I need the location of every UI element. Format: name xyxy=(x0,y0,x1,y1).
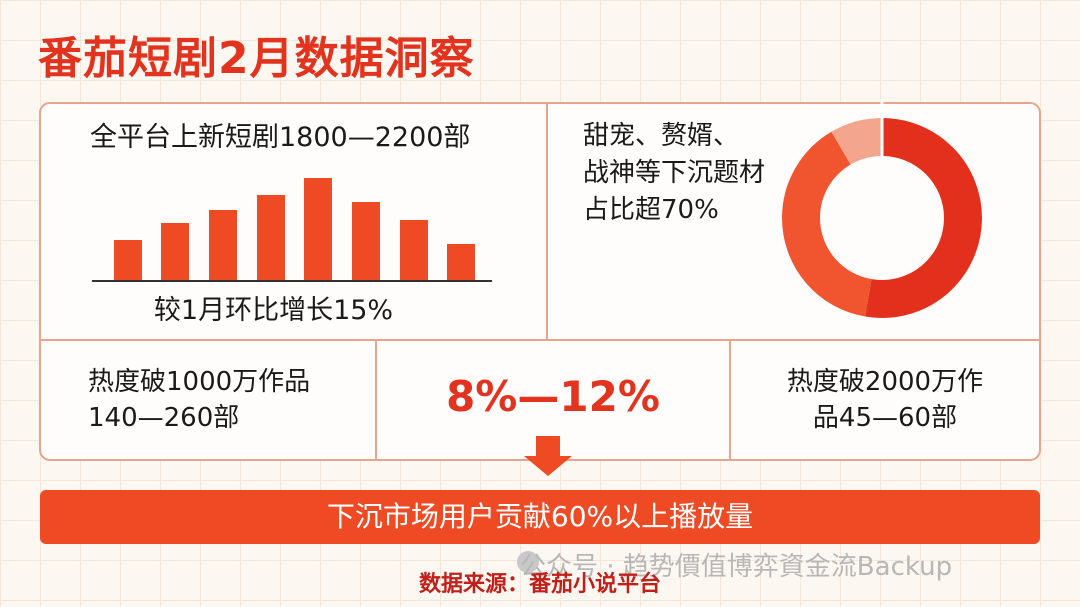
text-line: 热度破1000万作品 xyxy=(88,367,311,397)
watermark: 公众号 · 趋势價值博弈資金流Backup xyxy=(520,552,953,582)
banner-bg xyxy=(40,490,1040,544)
source: 数据来源：番茄小说平台 xyxy=(418,572,661,597)
hot-2000: 热度破2000万作 品45—60部 xyxy=(730,364,1040,436)
range: 8%—12% xyxy=(446,372,660,421)
caption: 较1月环比增长15% xyxy=(153,295,394,326)
arrow xyxy=(524,436,572,476)
text-line: 热度破2000万作 xyxy=(786,367,984,397)
genres-text: 甜宠、赘婿、 战神等下沉题材 占比超70% xyxy=(583,118,765,229)
title: 番茄短剧2月数据洞察 xyxy=(38,33,475,84)
text-line: 战神等下沉题材 xyxy=(583,158,766,188)
hot-1000: 热度破1000万作品 140—260部 xyxy=(88,364,310,436)
banner: 下沉市场用户贡献60%以上播放量 xyxy=(326,500,754,533)
decorative-bars xyxy=(114,178,475,280)
text-line: 品45—60部 xyxy=(812,403,958,433)
text-line: 占比超70% xyxy=(583,195,719,225)
text-line: 140—260部 xyxy=(88,403,240,433)
headline: 全平台上新短剧1800—2200部 xyxy=(90,122,471,153)
wechat-icon xyxy=(517,551,539,573)
text-line: 甜宠、赘婿、 xyxy=(583,121,740,151)
